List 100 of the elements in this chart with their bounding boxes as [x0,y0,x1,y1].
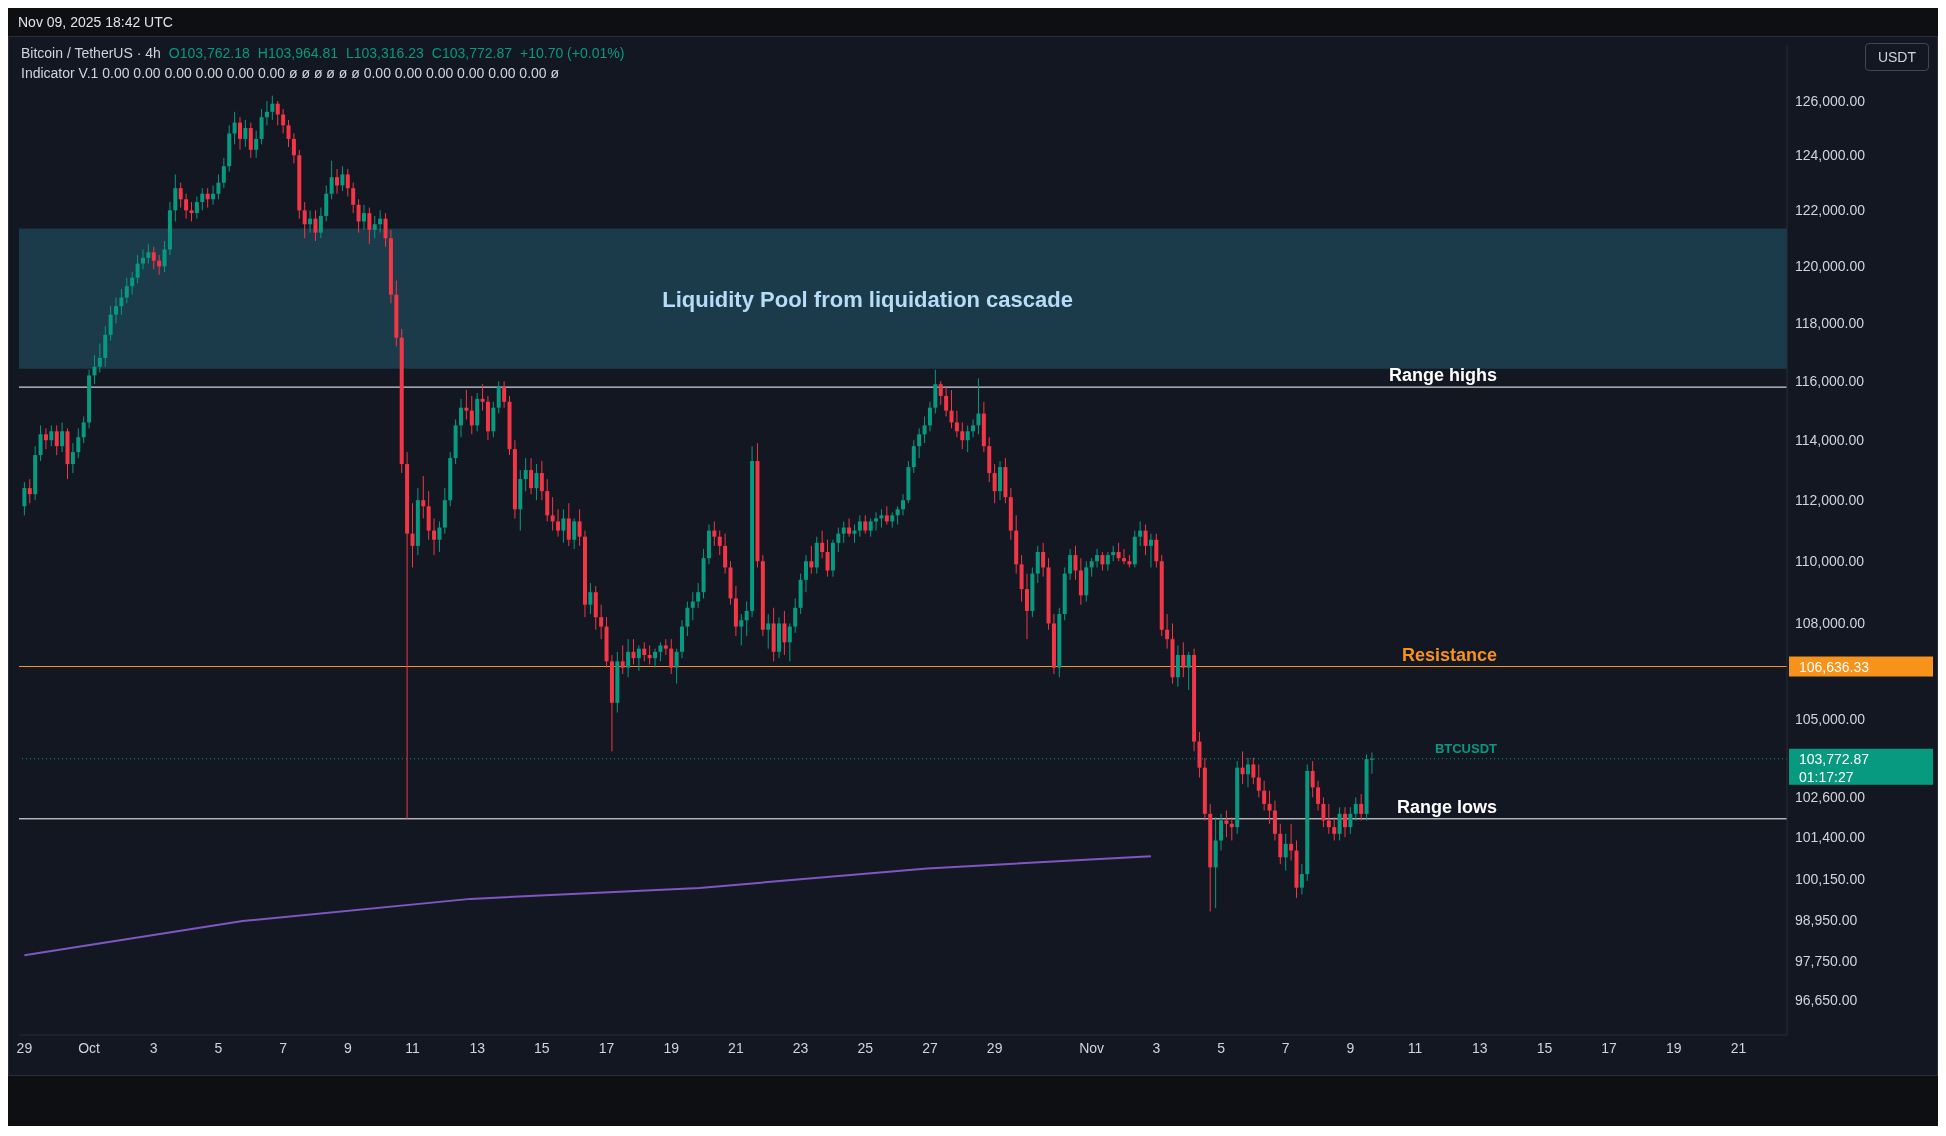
candlestick [1154,533,1159,568]
candlestick [1251,757,1256,785]
x-tick-label: 3 [149,1039,158,1056]
ref-line-label: Resistance [1401,644,1497,665]
ref-line-label: Range highs [1388,365,1497,386]
candlestick [238,116,242,151]
x-tick-label: Nov [1079,1039,1105,1056]
x-tick-label: 29 [986,1039,1003,1056]
candlestick [1122,548,1126,565]
candlestick [658,641,663,662]
text: 01:17:27 [1799,768,1854,785]
x-tick-label: 19 [663,1039,680,1056]
annotation: H103,964.81 [257,45,338,61]
x-tick-label: 5 [214,1039,223,1056]
candlestick [345,168,350,197]
x-tick-label: 7 [279,1039,288,1056]
candlestick [1165,613,1170,650]
candlestick [254,130,259,159]
candlestick [351,182,356,214]
candlestick [1267,790,1272,825]
text: 103,772.87 [1799,750,1870,767]
x-tick-label: 21 [728,1039,744,1056]
x-tick-label: 15 [534,1039,550,1056]
candlestick [954,410,959,438]
candlestick [324,184,329,222]
candlestick [491,401,496,438]
x-tick-label: 17 [1601,1039,1618,1056]
candlestick [421,475,426,519]
candlestick [162,240,167,273]
candlestick [626,638,631,678]
candlestick [329,160,334,200]
x-tick-label: 7 [1281,1039,1290,1056]
candlestick [200,187,205,211]
candlestick [550,496,555,532]
candlestick [825,539,830,578]
candlestick [976,377,981,435]
candlestick [793,597,798,634]
candlestick [599,604,604,640]
y-tick-label: 96,650.00 [1795,991,1858,1008]
candlestick [577,508,582,547]
candlestick [1068,548,1073,581]
candlestick [566,502,571,547]
candlestick [469,395,474,435]
candlestick [308,209,313,234]
x-tick-label: 9 [343,1039,352,1056]
text: Indicator V.1 0.00 0.00 0.00 0.00 0.00 0.00 ø ø ø ø ø ø 0.00 0.00 0.00 0.00 0.00 0.00 ø [21,65,561,81]
candlestick [712,520,717,547]
candlestick [717,530,722,556]
candlestick [356,198,361,234]
candlestick [674,648,679,685]
chart-title: Bitcoin / TetherUS · 4h [21,45,161,61]
candlestick [1289,823,1294,862]
candlestick [302,201,307,239]
text: 106,636.33 [1799,658,1870,675]
x-tick-label: 27 [922,1039,938,1056]
candlestick [529,457,534,495]
candlestick [1024,573,1029,640]
y-tick-label: 105,000.00 [1795,710,1866,727]
y-tick-label: 100,150.00 [1795,871,1866,888]
candlestick [971,418,976,438]
y-tick-label: 108,000.00 [1795,615,1866,632]
y-tick-label: 97,750.00 [1795,953,1858,970]
candlestick [1321,796,1326,828]
candlestick [1089,557,1094,578]
candlestick [27,478,32,504]
candlestick [1262,780,1267,812]
candlestick [863,514,868,535]
x-tick-label: 13 [1471,1039,1488,1056]
candlestick [81,416,86,444]
candlestick [572,517,577,550]
candlestick [459,398,463,438]
candlestick [901,493,905,516]
candlestick [22,481,27,516]
candlestick [318,207,323,239]
candlestick [281,108,286,134]
candlestick [642,641,647,662]
x-tick-label: 29 [16,1039,33,1056]
x-tick-label: 17 [598,1039,615,1056]
candlestick [874,511,879,532]
x-tick-label: 21 [1730,1039,1747,1056]
x-tick-label: 13 [469,1039,486,1056]
candlestick [502,380,507,409]
candlestick [669,638,674,675]
candlestick [1073,545,1078,581]
candlestick [1229,816,1234,841]
candlestick [178,182,183,209]
candlestick [49,424,54,447]
candlestick [1143,523,1148,556]
annotation: L103,316.23 [345,45,424,61]
candlestick [286,119,291,148]
candlestick [340,165,345,192]
x-tick-label: 23 [792,1039,809,1056]
candlestick [949,389,954,429]
candlestick [383,212,388,248]
candlestick [243,119,248,148]
candlestick [787,622,792,662]
candlestick [809,545,814,575]
candlestick [54,424,59,456]
candlestick [1116,542,1121,562]
candlestick [944,386,949,418]
